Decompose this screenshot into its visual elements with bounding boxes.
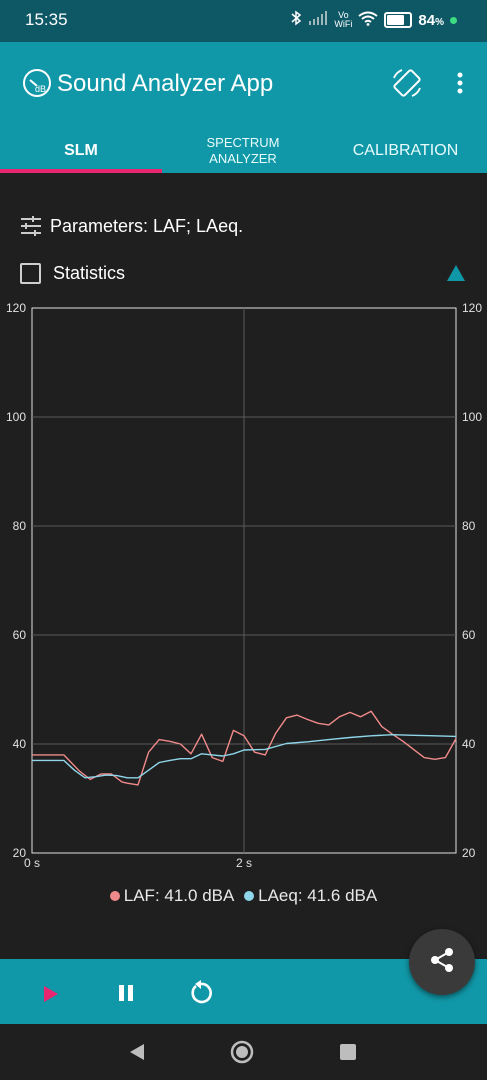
laeq-legend-dot bbox=[244, 891, 255, 901]
tab-spectrum-analyzer[interactable]: SPECTRUM ANALYZER bbox=[162, 128, 324, 173]
nav-home-icon[interactable] bbox=[230, 1040, 254, 1069]
tab-spectrum-line1: SPECTRUM bbox=[206, 134, 280, 150]
y-tick-label-right: 80 bbox=[462, 519, 476, 533]
privacy-dot-icon bbox=[450, 16, 457, 24]
app-logo-icon: dB bbox=[22, 68, 52, 98]
tab-spectrum-line2: ANALYZER bbox=[209, 150, 277, 166]
status-bar: 15:35 Vo WiFi 84% bbox=[0, 0, 487, 42]
app-title: Sound Analyzer App bbox=[57, 70, 274, 97]
tab-spectrum-label: SPECTRUM ANALYZER bbox=[207, 135, 280, 167]
statistics-label: Statistics bbox=[53, 262, 126, 283]
status-icons: Vo WiFi 84% bbox=[290, 10, 457, 30]
nav-recent-icon[interactable] bbox=[339, 1043, 357, 1066]
nav-back-icon[interactable] bbox=[128, 1042, 148, 1067]
battery-percent-symbol: % bbox=[435, 16, 444, 28]
tune-sliders-icon bbox=[20, 215, 42, 237]
tab-indicator bbox=[0, 169, 162, 173]
tab-bar: SLM SPECTRUM ANALYZER CALIBRATION bbox=[0, 128, 487, 173]
wifi-icon bbox=[358, 11, 379, 30]
parameters-label: Parameters: LAF; LAeq. bbox=[50, 215, 244, 236]
y-tick-label-left: 120 bbox=[6, 301, 26, 315]
battery-percent-value: 84 bbox=[418, 11, 436, 29]
vowifi-top: Vo bbox=[338, 10, 349, 20]
sound-level-chart: 20 20 40 40 60 60 80 80 100 100 120 120 0 s 2 s bbox=[0, 300, 487, 872]
battery-percent: 84% bbox=[418, 12, 444, 29]
battery-icon bbox=[384, 12, 413, 28]
app-bar: dB Sound Analyzer App bbox=[0, 42, 487, 128]
laf-legend-dot bbox=[109, 891, 120, 901]
vowifi-bottom: WiFi bbox=[334, 19, 353, 29]
play-icon[interactable] bbox=[38, 983, 62, 1005]
y-tick-label-right: 40 bbox=[462, 737, 476, 751]
y-tick-label-right: 20 bbox=[462, 846, 476, 860]
tab-slm[interactable]: SLM bbox=[64, 141, 98, 159]
tab-calibration[interactable]: CALIBRATION bbox=[352, 141, 459, 159]
x-tick-label: 2 s bbox=[236, 856, 252, 870]
y-tick-label-right: 120 bbox=[462, 301, 482, 315]
statistics-row[interactable]: Statistics bbox=[20, 259, 125, 287]
laf-legend-label: LAF: 41.0 dBA bbox=[123, 886, 234, 905]
y-tick-label-right: 100 bbox=[462, 410, 482, 424]
y-tick-label-left: 80 bbox=[13, 519, 27, 533]
y-tick-label-right: 60 bbox=[462, 628, 476, 642]
share-button[interactable] bbox=[409, 929, 475, 995]
y-tick-label-left: 100 bbox=[6, 410, 26, 424]
series-line-laeq bbox=[32, 734, 457, 779]
more-vert-icon[interactable] bbox=[450, 66, 470, 100]
app-logo-text: dB bbox=[35, 84, 46, 94]
reset-icon[interactable] bbox=[188, 979, 214, 1005]
series-line-laf bbox=[32, 710, 457, 786]
x-tick-label: 0 s bbox=[24, 856, 40, 870]
control-bar bbox=[0, 959, 487, 1024]
y-tick-label-left: 20 bbox=[13, 846, 27, 860]
y-tick-label-left: 40 bbox=[13, 737, 27, 751]
vowifi-icon: Vo WiFi bbox=[334, 11, 352, 29]
battery-fill bbox=[387, 15, 405, 25]
chart-legend: LAF: 41.0 dBA LAeq: 41.6 dBA bbox=[0, 886, 487, 906]
status-time: 15:35 bbox=[25, 10, 68, 29]
share-icon bbox=[428, 946, 456, 979]
bluetooth-icon bbox=[290, 10, 302, 30]
rotate-screen-icon[interactable] bbox=[390, 66, 424, 100]
statistics-checkbox[interactable] bbox=[20, 262, 41, 284]
laeq-legend-label: LAeq: 41.6 dBA bbox=[258, 886, 378, 905]
parameters-row[interactable]: Parameters: LAF; LAeq. bbox=[20, 211, 243, 241]
collapse-triangle-icon[interactable] bbox=[446, 264, 466, 282]
y-tick-label-left: 60 bbox=[13, 628, 27, 642]
pause-icon[interactable] bbox=[114, 981, 138, 1005]
signal-icon bbox=[308, 11, 328, 29]
system-nav-bar bbox=[0, 1024, 487, 1080]
